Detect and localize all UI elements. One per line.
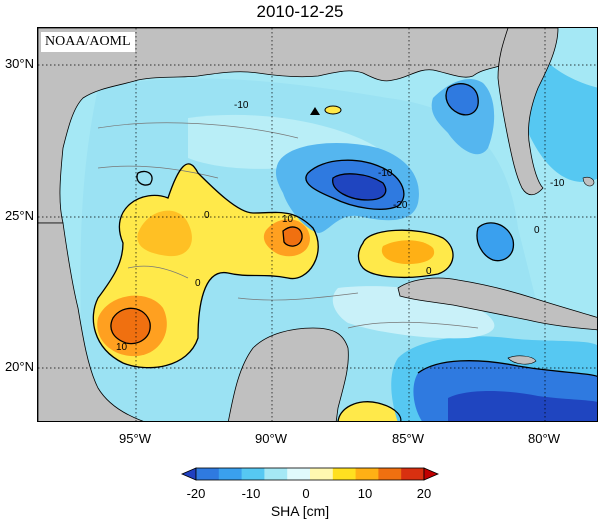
x-tick-label: 85°W — [392, 431, 424, 446]
warm-eddy-south — [338, 401, 401, 421]
triangle-marker-icon — [310, 107, 320, 115]
contour-label: -20 — [393, 200, 408, 211]
small-warm-spot — [324, 105, 342, 115]
warm-eddy-central-core — [381, 240, 435, 264]
contour-label: -10 — [378, 168, 393, 179]
land-mexico-west — [38, 222, 144, 421]
colorbar-low-arrow — [180, 467, 197, 481]
contour-label: 0 — [534, 225, 540, 236]
land-florida — [497, 28, 559, 196]
y-tick-label: 25°N — [4, 208, 34, 223]
colorbar-swatch — [287, 468, 311, 480]
cold-tongue-strait — [477, 222, 514, 261]
colorbar-tick-label: -10 — [241, 486, 261, 501]
contour-label: -10 — [234, 100, 249, 111]
colorbar — [180, 467, 440, 481]
contour-lines-bold — [92, 83, 597, 421]
colorbar-units: SHA [cm] — [270, 503, 330, 519]
colorbar-high-arrow — [423, 467, 440, 481]
land-north-america — [38, 28, 509, 224]
contour-label: 10 — [116, 342, 128, 353]
x-tick-label: 95°W — [119, 431, 151, 446]
cold-eddy-central-core — [332, 173, 386, 200]
contour-label: 0 — [204, 210, 210, 221]
y-tick-label: 30°N — [4, 56, 34, 71]
map-title: 2010-12-25 — [256, 2, 344, 21]
colorbar-tick-label: -20 — [186, 486, 206, 501]
warm-core-b-inner — [283, 227, 303, 247]
contour-label: 10 — [282, 214, 294, 225]
contour-lines-thin — [97, 122, 479, 329]
sea-height-map: -10 -10 -10 -20 10 10 0 0 0 0 — [37, 27, 598, 422]
lat-lon-grid — [38, 28, 597, 421]
colorbar-swatch — [310, 468, 334, 480]
credit-label: NOAA/AOML — [41, 32, 135, 52]
colorbar-tick-label: 10 — [357, 486, 373, 501]
contour-label: 0 — [195, 278, 201, 289]
land-cuba — [397, 277, 597, 331]
warm-core-a — [137, 210, 192, 257]
colorbar-swatch — [264, 468, 288, 480]
warm-core-c-inner — [110, 308, 151, 344]
x-tick-label: 90°W — [255, 431, 287, 446]
colorbar-swatch — [196, 468, 220, 480]
contour-label: 0 — [426, 266, 432, 277]
contour-label: -10 — [550, 178, 565, 189]
colorbar-swatch — [241, 468, 265, 480]
y-tick-label: 20°N — [4, 359, 34, 374]
cold-eddy-east-core — [446, 83, 479, 115]
colorbar-tick-label: 0 — [302, 486, 310, 501]
colorbar-swatch — [332, 468, 357, 480]
colorbar-swatch — [401, 468, 425, 480]
x-tick-label: 80°W — [528, 431, 560, 446]
cold-region-caribbean-core — [448, 391, 597, 421]
colorbar-swatch — [378, 468, 402, 480]
colorbar-tick-label: 20 — [416, 486, 432, 501]
land-jamaica — [507, 355, 537, 365]
map-canvas: -10 -10 -10 -20 10 10 0 0 0 0 — [38, 28, 597, 421]
colorbar-swatch — [355, 468, 379, 480]
colorbar-swatch — [218, 468, 243, 480]
land-bahamas — [582, 176, 595, 187]
